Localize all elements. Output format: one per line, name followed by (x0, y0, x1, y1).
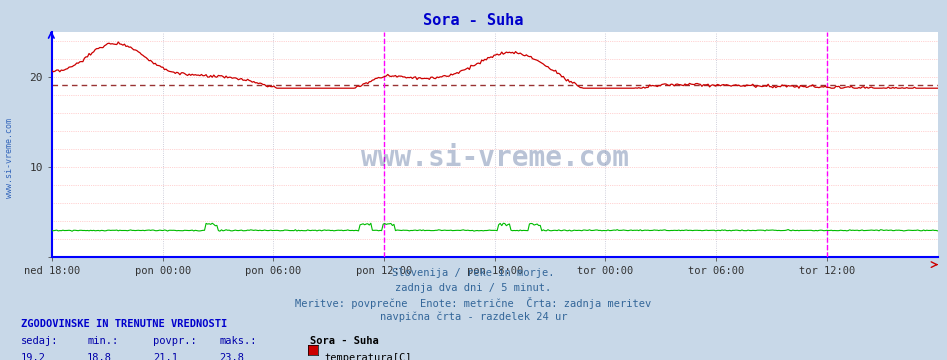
Text: Sora - Suha: Sora - Suha (423, 13, 524, 28)
Text: maks.:: maks.: (220, 336, 258, 346)
Text: Slovenija / reke in morje.: Slovenija / reke in morje. (392, 268, 555, 278)
Text: navpična črta - razdelek 24 ur: navpična črta - razdelek 24 ur (380, 311, 567, 322)
Text: 19,2: 19,2 (21, 353, 45, 360)
Text: zadnja dva dni / 5 minut.: zadnja dva dni / 5 minut. (396, 283, 551, 293)
Text: sedaj:: sedaj: (21, 336, 59, 346)
Text: Meritve: povprečne  Enote: metrične  Črta: zadnja meritev: Meritve: povprečne Enote: metrične Črta:… (295, 297, 652, 309)
Text: www.si-vreme.com: www.si-vreme.com (5, 118, 14, 198)
Text: www.si-vreme.com: www.si-vreme.com (361, 144, 629, 172)
Text: min.:: min.: (87, 336, 118, 346)
Text: povpr.:: povpr.: (153, 336, 197, 346)
Text: 21,1: 21,1 (153, 353, 178, 360)
Text: 18,8: 18,8 (87, 353, 112, 360)
Text: temperatura[C]: temperatura[C] (325, 353, 412, 360)
Text: 23,8: 23,8 (220, 353, 244, 360)
Text: Sora - Suha: Sora - Suha (310, 336, 379, 346)
Text: ZGODOVINSKE IN TRENUTNE VREDNOSTI: ZGODOVINSKE IN TRENUTNE VREDNOSTI (21, 319, 227, 329)
